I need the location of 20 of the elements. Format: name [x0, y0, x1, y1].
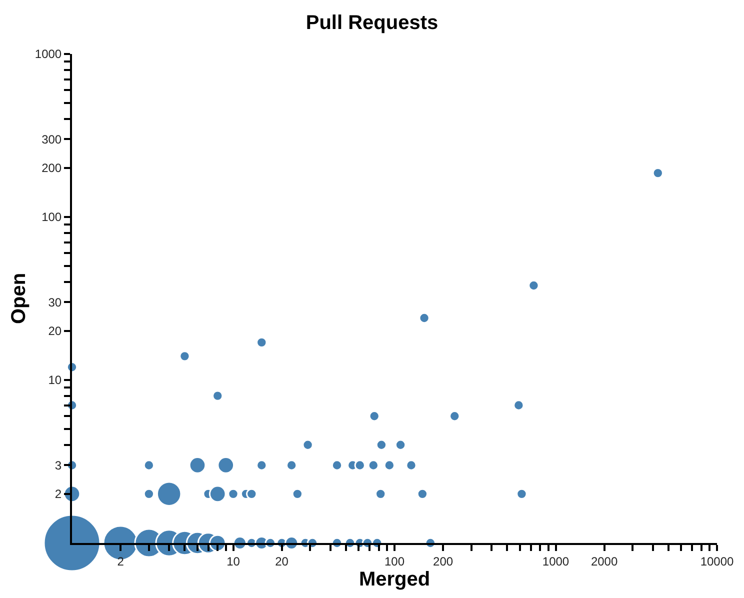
y-axis-title: Open: [8, 272, 30, 324]
x-axis-title: Merged: [358, 568, 430, 590]
x-tick-label: 1000: [542, 554, 570, 568]
x-tick-label: 2: [117, 554, 124, 568]
y-tick-label: 20: [48, 324, 62, 338]
chart-title: Pull Requests: [306, 12, 438, 34]
y-tick-label: 200: [42, 161, 62, 176]
y-tick-label: 1000: [34, 47, 62, 62]
x-tick-label: 2000: [590, 554, 618, 568]
y-tick-label: 100: [42, 210, 62, 224]
y-tick-label: 10: [48, 373, 62, 388]
x-tick-label: 100: [384, 554, 405, 568]
x-tick-label: 10000: [700, 554, 734, 568]
y-tick-label: 30: [48, 295, 62, 310]
x-tick-label: 10: [226, 554, 240, 568]
y-tick-label: 2: [54, 487, 62, 502]
x-tick-label: 200: [433, 554, 454, 568]
y-tick-label: 3: [54, 458, 62, 472]
y-tick-label: 300: [42, 132, 62, 146]
x-tick-label: 20: [275, 554, 289, 568]
